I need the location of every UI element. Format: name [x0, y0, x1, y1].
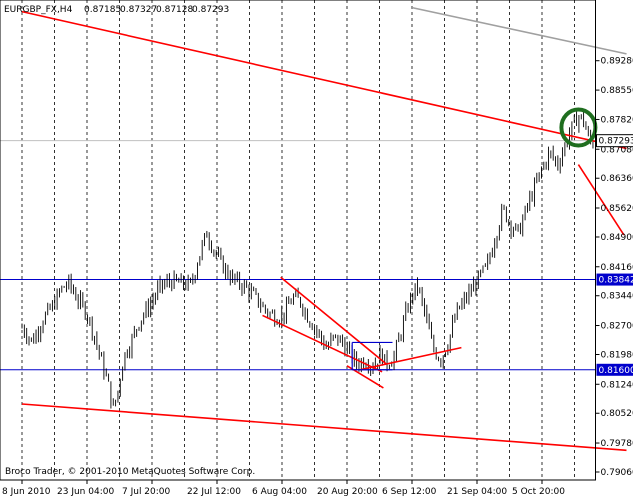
trendline-extension — [577, 164, 625, 236]
x-tick-label: 8 Jun 2010 — [2, 487, 51, 497]
current-price-label: 0.87293 — [599, 137, 633, 147]
current-price-box — [596, 134, 633, 148]
level-price-label: 0.81600 — [599, 366, 633, 376]
header-open: 0.87185 — [84, 5, 121, 15]
x-tick-label: 23 Jun 04:00 — [57, 487, 114, 497]
level-price-label: 0.83842 — [599, 276, 633, 286]
x-tick-label: 6 Aug 04:00 — [252, 487, 307, 497]
x-tick-label: 7 Jul 20:00 — [122, 487, 171, 497]
x-tick-label: 21 Sep 04:00 — [447, 487, 507, 497]
trendlines — [21, 6, 627, 452]
trendline-upper-channel — [21, 10, 627, 150]
gray-trendline — [411, 6, 627, 55]
footer-copyright: Broco Trader, © 2001-2010 MetaQuotes Sof… — [5, 467, 255, 477]
header-high: 0.87327 — [120, 5, 157, 15]
price-bars — [21, 110, 594, 409]
x-tick-label: 22 Jul 12:00 — [187, 487, 241, 497]
plot-border — [0, 0, 596, 481]
trendline-wedge-bottom — [262, 314, 383, 373]
header-low: 0.87128 — [156, 5, 193, 15]
x-tick-label: 6 Sep 12:00 — [382, 487, 437, 497]
trendline-wedge-top — [280, 276, 387, 365]
x-tick-label: 5 Oct 20:00 — [512, 487, 565, 497]
header-close: 0.87293 — [192, 5, 229, 15]
vertical-grid — [21, 0, 575, 480]
x-tick-label: 20 Aug 20:00 — [317, 487, 378, 497]
trendline-support-rise — [359, 346, 462, 371]
time-axis: 8 Jun 2010 23 Jun 04:00 7 Jul 20:00 22 Jul … — [2, 480, 565, 497]
header-symbol: EURGBP_FX,H4 — [4, 5, 73, 15]
level-price-box — [596, 273, 633, 286]
horizontal-lines — [0, 140, 596, 371]
level-price-box — [596, 363, 633, 376]
trendline-lower-channel — [21, 403, 627, 452]
